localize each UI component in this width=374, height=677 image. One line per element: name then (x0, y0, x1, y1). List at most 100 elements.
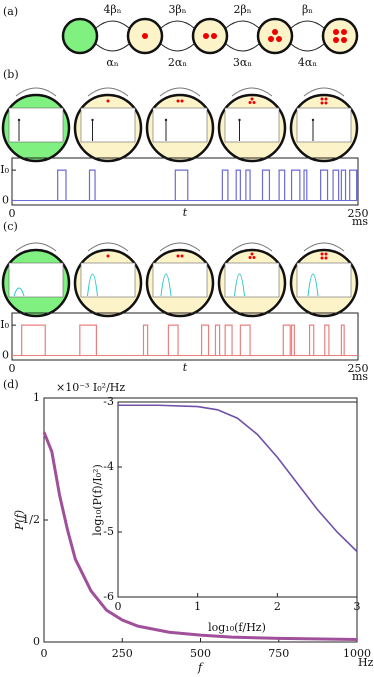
channel-dot (180, 99, 184, 103)
y-tick-label: -6 (103, 590, 114, 603)
inset-dot (311, 118, 315, 122)
pulse (221, 169, 229, 201)
x-tick-label: 0 (41, 647, 48, 660)
pulse (324, 324, 330, 356)
channel-dot (320, 256, 324, 260)
y-tick-label: 0 (33, 635, 40, 648)
inset-dot (238, 118, 241, 122)
transition-arc (159, 87, 201, 97)
panel-label: (d) (3, 378, 19, 391)
inset-box (296, 262, 352, 298)
inset-dot (91, 118, 94, 122)
y-label: P(f) (13, 510, 26, 531)
x-label: t (183, 361, 188, 374)
state (61, 17, 99, 55)
channel-dot (252, 256, 256, 259)
channel-dot (250, 252, 254, 256)
forward-arrow (95, 20, 130, 29)
pulse (290, 324, 295, 356)
transition-arc (231, 87, 273, 97)
pulse (261, 169, 271, 201)
plot-frame (117, 401, 358, 598)
inset-peak (160, 273, 172, 297)
pulse (340, 169, 347, 201)
pulse (21, 324, 46, 356)
pulse (167, 324, 179, 356)
channel-dot (180, 254, 184, 258)
backward-arrow (225, 43, 260, 52)
x-tick-label: 250 (112, 647, 133, 660)
channel-dot (320, 97, 324, 101)
channel-dot (276, 36, 282, 42)
channel-dot (324, 256, 328, 260)
curve (118, 404, 358, 553)
forward-rate: 4βₙ (103, 3, 121, 16)
transition-arc (15, 87, 57, 97)
pulse (235, 169, 241, 201)
pulse (332, 169, 340, 201)
pulse (239, 324, 251, 356)
channel-dot (248, 101, 252, 104)
y-tick-label: -3 (103, 395, 114, 408)
channel-dot (272, 29, 278, 35)
panel-label: (b) (3, 68, 19, 81)
backward-arrow (290, 43, 325, 52)
inset-peak (13, 287, 25, 297)
transition-arc (159, 242, 201, 252)
x-tick-label: 0 (115, 600, 122, 613)
channel-dot (320, 101, 324, 105)
forward-arrow (160, 20, 195, 29)
pulse (308, 324, 315, 356)
y-tick-label: -4 (103, 460, 114, 473)
inset-box (296, 107, 352, 143)
inset-box (224, 107, 280, 143)
state (256, 17, 294, 55)
y-tick-label: 1 (33, 391, 40, 404)
y-tick-label: 1/2 (22, 513, 40, 526)
channel-dot (333, 29, 339, 35)
x-unit: ms (352, 370, 368, 383)
pulse (340, 324, 345, 356)
x-tick-label: 250 (348, 362, 369, 375)
backward-arrow (95, 43, 130, 52)
channel-dot (333, 37, 339, 43)
inset-y-label: log₁₀(P(f)/I₀²) (91, 464, 104, 536)
pulse (88, 169, 96, 201)
trace-frame (11, 312, 359, 361)
inset-box (80, 107, 136, 143)
pulse (278, 169, 286, 201)
forward-arrow (225, 20, 260, 29)
channel-dot (324, 97, 328, 101)
channel-dot (250, 97, 254, 101)
backward-rate: 3αₙ (233, 56, 252, 69)
transition-arc (231, 242, 273, 252)
inset-peak (234, 273, 245, 297)
x-tick-label: 0 (9, 362, 16, 375)
inset-dot (17, 118, 21, 122)
x-tick-label: 500 (190, 647, 211, 660)
channel-dot (142, 33, 148, 39)
pulse (214, 324, 221, 356)
x-label: f (197, 661, 204, 674)
forward-rate: 3βₙ (168, 3, 186, 16)
forward-arrow (290, 20, 325, 29)
inset-box (80, 262, 136, 298)
transition-arc (15, 242, 57, 252)
channel-dot (268, 36, 274, 42)
y-unit: ×10⁻³ I₀²/Hz (56, 381, 125, 394)
inset-box (8, 107, 64, 143)
pulse (303, 169, 308, 201)
y-tick-label: I₀ (0, 318, 9, 331)
channel-dot (320, 252, 324, 256)
inset-box (152, 107, 208, 143)
channel-dot (341, 29, 347, 35)
state (321, 17, 359, 55)
transition-arc (303, 242, 345, 252)
transition-arc (303, 87, 345, 97)
transition-arc (87, 242, 129, 252)
forward-rate: βₙ (302, 3, 313, 16)
transition-arc (87, 87, 129, 97)
pulse (282, 324, 291, 356)
inset-x-label: log₁₀(f/Hz) (208, 621, 266, 634)
